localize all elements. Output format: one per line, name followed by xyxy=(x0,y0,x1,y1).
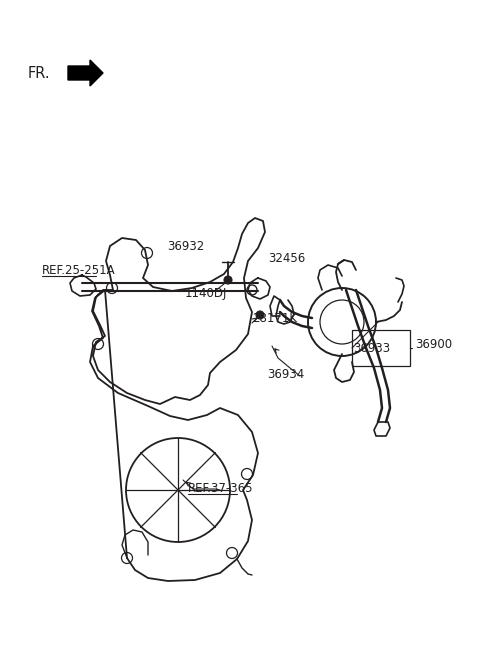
Text: 28171K: 28171K xyxy=(252,313,297,325)
Bar xyxy=(352,330,410,366)
Text: 36934: 36934 xyxy=(267,367,304,380)
Text: 36900: 36900 xyxy=(415,338,452,350)
Text: 36932: 36932 xyxy=(167,240,204,254)
Text: FR.: FR. xyxy=(28,66,50,81)
Circle shape xyxy=(256,311,264,319)
Text: REF.25-251A: REF.25-251A xyxy=(42,263,116,277)
Text: 32456: 32456 xyxy=(268,252,305,265)
Text: 36933: 36933 xyxy=(353,342,390,355)
Text: REF.37-365: REF.37-365 xyxy=(188,482,253,495)
Text: 1140DJ: 1140DJ xyxy=(185,286,228,300)
Polygon shape xyxy=(68,60,103,86)
Circle shape xyxy=(224,276,232,284)
